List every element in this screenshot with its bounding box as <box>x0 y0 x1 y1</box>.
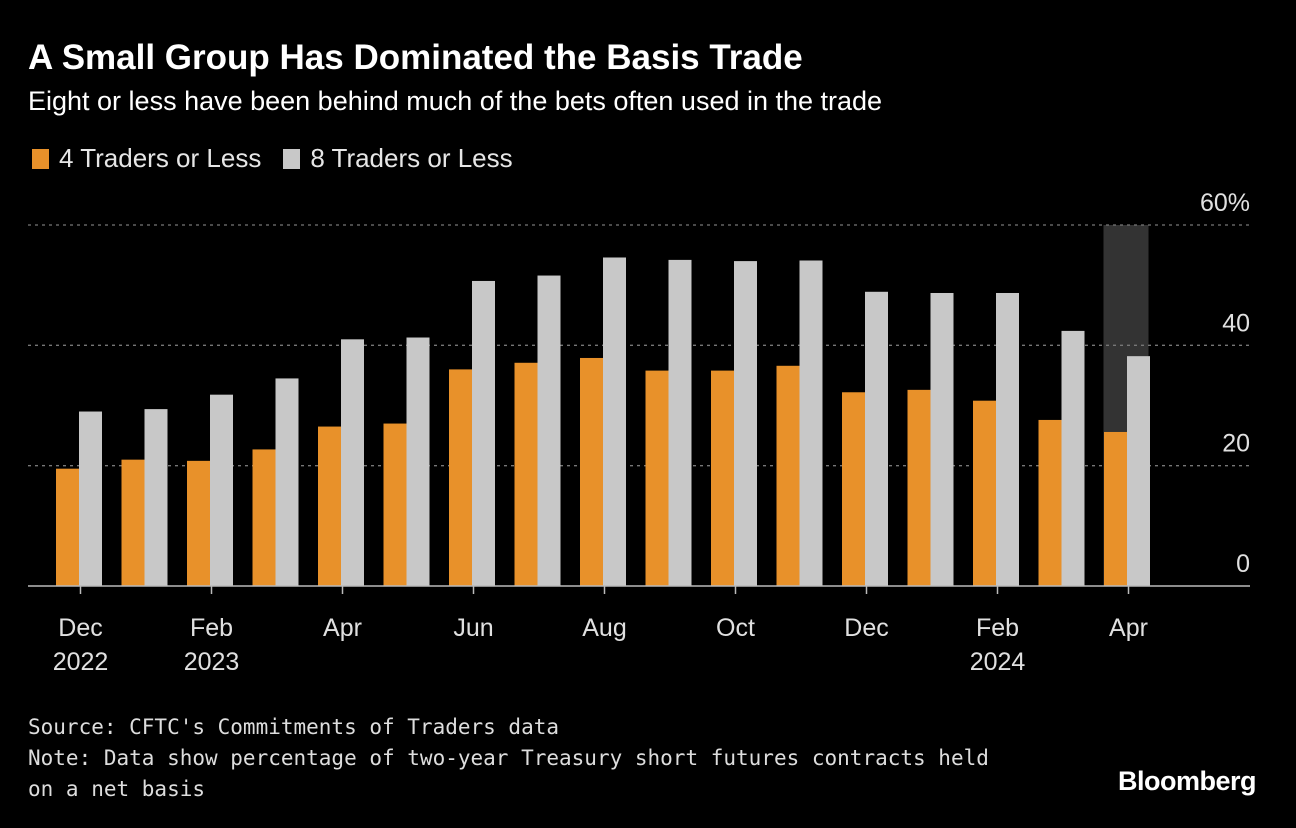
source-note: Source: CFTC's Commitments of Traders da… <box>28 715 560 739</box>
data-note-line-1: Note: Data show percentage of two-year T… <box>28 746 989 770</box>
bar-8-traders-16 <box>1127 356 1150 586</box>
bar-4-traders-9 <box>645 370 669 586</box>
bar-8-traders-15 <box>1061 330 1085 586</box>
bar-4-traders-16 <box>1104 431 1127 586</box>
x-tick-label-10: Oct <box>716 614 755 642</box>
bar-4-traders-11 <box>776 365 800 586</box>
legend-label-4-traders: 4 Traders or Less <box>59 143 262 173</box>
bar-8-traders-8 <box>603 257 626 586</box>
bar-4-traders-6 <box>449 369 472 586</box>
x-tick-label-0: Dec <box>58 614 102 642</box>
x-tick-year-label-0: 2022 <box>53 648 109 676</box>
legend-swatch-8-traders <box>283 148 301 169</box>
bar-8-traders-5 <box>406 337 430 586</box>
bar-4-traders-2 <box>187 460 210 586</box>
chart-footer: Source: CFTC's Commitments of Traders da… <box>28 712 989 805</box>
y-tick-label-60: 60% <box>1200 189 1250 217</box>
x-tick-label-12: Dec <box>844 614 888 642</box>
bar-4-traders-0 <box>56 468 79 586</box>
y-tick-label-0: 0 <box>1236 550 1250 578</box>
bar-8-traders-10 <box>734 261 757 586</box>
bar-4-traders-7 <box>514 362 538 586</box>
legend-item-4-traders: 4 Traders or Less <box>32 143 261 174</box>
bar-4-traders-14 <box>973 400 996 586</box>
bar-chart: 0 20 40 60% Dec 2022 Feb 2023 Apr Jun Aug Oct Dec Feb… <box>28 189 1250 676</box>
legend-label-8-traders: 8 Traders or Less <box>310 143 513 173</box>
bar-8-traders-13 <box>930 292 954 586</box>
bar-8-traders-14 <box>996 292 1019 586</box>
bar-4-traders-5 <box>383 423 407 586</box>
data-note-line-2: on a net basis <box>28 777 206 801</box>
bar-8-traders-12 <box>865 291 888 586</box>
chart-subtitle: Eight or less have been behind much of t… <box>28 86 883 116</box>
x-tick-label-2: Feb <box>190 614 233 642</box>
chart-legend: 4 Traders or Less 8 Traders or Less <box>32 143 535 174</box>
legend-item-8-traders: 8 Traders or Less <box>283 143 513 174</box>
x-tick-label-6: Jun <box>453 614 493 642</box>
bar-4-traders-10 <box>711 370 734 586</box>
bar-8-traders-11 <box>799 260 823 586</box>
y-tick-label-20: 20 <box>1222 430 1250 458</box>
legend-swatch-4-traders <box>32 148 49 169</box>
bar-4-traders-4 <box>318 426 341 586</box>
bar-8-traders-9 <box>668 259 692 586</box>
bar-8-traders-3 <box>275 378 299 586</box>
bloomberg-logo: Bloomberg <box>1117 766 1257 796</box>
chart-title: A Small Group Has Dominated the Basis Tr… <box>28 38 803 77</box>
x-tick-label-4: Apr <box>323 614 362 642</box>
y-tick-label-40: 40 <box>1222 309 1250 337</box>
bar-4-traders-3 <box>252 449 276 586</box>
bar-8-traders-6 <box>472 280 495 586</box>
bar-4-traders-12 <box>842 392 865 586</box>
bar-8-traders-7 <box>537 275 561 586</box>
bar-4-traders-15 <box>1038 419 1062 586</box>
bar-8-traders-0 <box>79 411 102 586</box>
bar-4-traders-13 <box>907 389 931 586</box>
x-tick-label-16: Apr <box>1109 614 1148 642</box>
x-tick-year-label-2: 2023 <box>184 648 240 676</box>
bar-8-traders-4 <box>341 339 364 586</box>
bar-4-traders-1 <box>121 459 145 586</box>
bar-8-traders-1 <box>144 409 168 586</box>
x-tick-label-8: Aug <box>582 614 626 642</box>
bar-4-traders-8 <box>580 357 603 586</box>
x-tick-year-label-14: 2024 <box>970 648 1026 676</box>
x-tick-label-14: Feb <box>976 614 1019 642</box>
bar-8-traders-2 <box>210 394 233 586</box>
